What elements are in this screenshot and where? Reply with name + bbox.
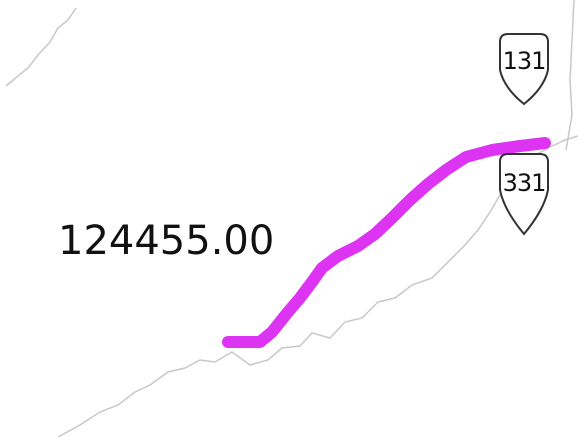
road — [565, 0, 575, 151]
route-shield: 131 — [499, 33, 549, 106]
shield-label: 331 — [503, 169, 546, 197]
road — [57, 135, 578, 437]
route-highlight — [222, 137, 551, 348]
shield-label: 131 — [503, 47, 546, 75]
road — [5, 7, 77, 87]
route-shield: 331 — [499, 153, 549, 236]
route-label: 124455.00 — [58, 218, 274, 264]
